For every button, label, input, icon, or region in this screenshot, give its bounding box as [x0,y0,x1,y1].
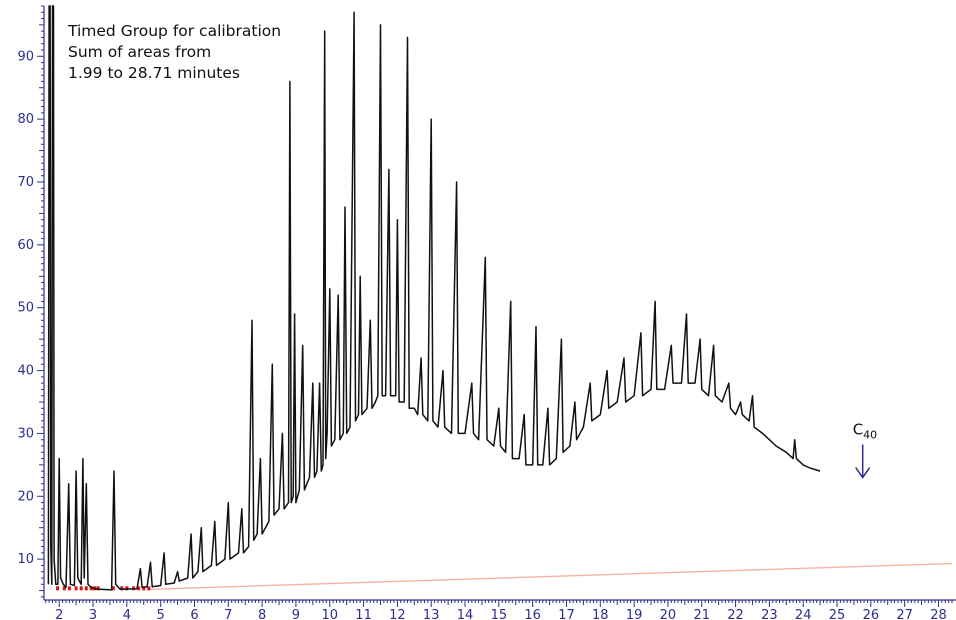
y-tick-label-40: 40 [17,364,34,379]
x-tick-label-18: 18 [592,608,609,620]
x-tick-label-11: 11 [355,608,372,620]
integration-mark-8 [96,586,100,591]
x-tick-label-9: 9 [292,608,300,620]
x-tick-label-12: 12 [389,608,406,620]
x-tick-label-8: 8 [258,608,266,620]
integration-mark-5 [84,586,88,591]
plot-area [47,5,953,591]
annotation-line-2: Sum of areas from [68,43,211,61]
annotation-line-1: Timed Group for calibration [67,22,281,40]
x-tick-label-22: 22 [727,608,744,620]
y-tick-label-10: 10 [17,552,34,567]
integration-mark-10 [120,586,124,591]
x-tick-label-2: 2 [55,608,63,620]
x-tick-label-25: 25 [829,608,846,620]
x-tick-label-17: 17 [558,608,575,620]
integration-mark-6 [89,586,93,591]
c40-marker: C40 [853,421,877,479]
c40-label: C40 [853,421,877,442]
x-tick-label-26: 26 [863,608,880,620]
y-tick-label-20: 20 [17,489,34,504]
integration-mark-1 [62,586,66,591]
down-arrow-icon [855,444,871,479]
x-tick-label-16: 16 [524,608,541,620]
x-tick-label-15: 15 [491,608,508,620]
c40-arrow-head [855,467,871,479]
x-tick-label-10: 10 [321,608,338,620]
x-tick-label-23: 23 [761,608,778,620]
integration-mark-0 [56,586,60,591]
integration-mark-13 [137,586,141,591]
y-tick-label-90: 90 [17,49,34,64]
integration-mark-9 [111,586,115,591]
series-line-0 [47,5,821,591]
baseline-line [150,562,953,591]
y-tick-label-80: 80 [17,112,34,127]
c40-label-subscript: 40 [863,429,877,442]
integration-mark-2 [67,586,71,591]
integration-mark-15 [147,586,151,591]
x-tick-label-3: 3 [89,608,97,620]
x-tick-label-5: 5 [157,608,165,620]
y-tick-label-50: 50 [17,301,34,316]
y-tick-label-60: 60 [17,238,34,253]
integration-mark-14 [142,586,146,591]
annotation-line-3: 1.99 to 28.71 minutes [68,64,240,82]
integration-mark-3 [74,586,78,591]
x-tick-label-7: 7 [224,608,232,620]
x-tick-label-14: 14 [457,608,474,620]
x-tick-label-28: 28 [930,608,947,620]
y-tick-label-70: 70 [17,175,34,190]
y-tick-label-30: 30 [17,426,34,441]
integration-mark-4 [79,586,83,591]
x-tick-label-20: 20 [660,608,677,620]
x-tick-label-13: 13 [423,608,440,620]
x-tick-label-4: 4 [123,608,131,620]
x-tick-label-19: 19 [626,608,643,620]
x-tick-label-6: 6 [190,608,198,620]
x-tick-label-24: 24 [795,608,812,620]
x-tick-label-27: 27 [896,608,913,620]
x-tick-label-21: 21 [693,608,710,620]
c40-label-main: C [853,421,863,439]
